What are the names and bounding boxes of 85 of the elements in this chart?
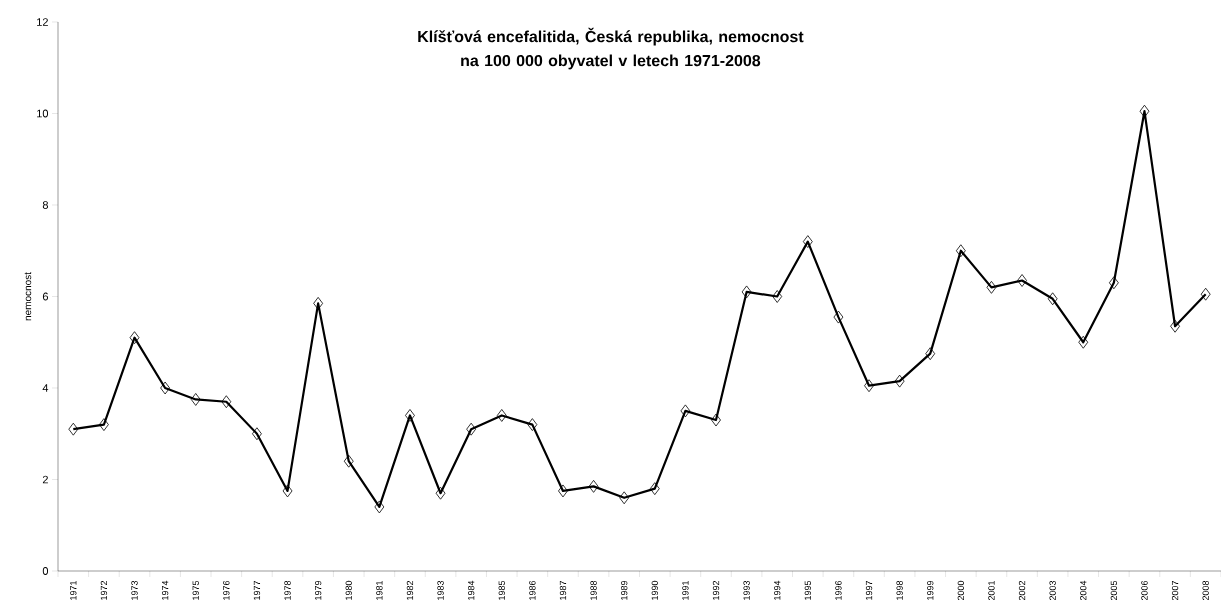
point [343, 454, 354, 468]
x-tick-label: 2004 [1080, 580, 1087, 601]
point [435, 486, 446, 500]
point [680, 404, 691, 418]
x-tick-label: 1974 [161, 580, 169, 600]
point [1078, 335, 1089, 349]
point [894, 374, 905, 388]
x-tick-label: 1986 [529, 580, 536, 600]
x-tick-label: 1993 [743, 580, 750, 600]
point [282, 484, 293, 498]
y-tick-label: 10 [37, 109, 49, 118]
x-tick-label: 1994 [774, 580, 781, 600]
point [496, 409, 507, 422]
x-tick-label: 2002 [1018, 580, 1026, 601]
x-tick-label: 1977 [253, 580, 261, 600]
point [405, 409, 415, 422]
point [1047, 292, 1058, 306]
y-axis-title: nemocnost [24, 272, 32, 321]
x-tick-label: 1976 [223, 580, 230, 600]
x-tick-label: 1980 [345, 580, 352, 600]
x-tick-label: 1985 [498, 580, 505, 600]
x-tick-label: 1991 [682, 580, 689, 600]
text: Klíšťová encefalitida, Česká republika, nemocnost na 100 000 obyvatel v letech 1971-2008 [418, 27, 804, 70]
point [772, 290, 783, 303]
point [1170, 319, 1180, 333]
x-tick-label: 1979 [314, 580, 322, 600]
y-tick-label: 2 [42, 475, 48, 484]
x-tick-label: 1984 [467, 580, 475, 600]
x-tick-label: 1973 [131, 580, 138, 600]
x-tick-label: 1989 [621, 580, 628, 600]
point [160, 381, 171, 395]
point [955, 244, 966, 258]
point [252, 427, 262, 441]
x-tick-label: 1971 [70, 580, 77, 600]
point [833, 310, 844, 324]
x-tick-label: 1972 [100, 580, 108, 600]
x-tick-label: 1999 [927, 580, 934, 600]
point [527, 418, 538, 431]
y-tick-label: 12 [37, 18, 48, 26]
y-tick-label: 4 [42, 384, 49, 392]
x-tick-label: 1981 [376, 580, 383, 600]
y-tick-label: 0 [42, 567, 49, 575]
point [986, 280, 997, 294]
point [129, 331, 140, 345]
point [313, 296, 324, 310]
x-tick-label: 1995 [804, 580, 811, 600]
y-tick-label: 8 [42, 201, 48, 209]
x-tick-label: 1988 [590, 580, 597, 600]
point [711, 413, 721, 427]
y-tick-label: 6 [42, 292, 48, 301]
x-tick-label: 1997 [865, 580, 873, 600]
point [68, 422, 79, 436]
point [1017, 274, 1027, 287]
x-tick-label: 1982 [406, 580, 414, 600]
x-tick-label: 2007 [1171, 580, 1179, 601]
point [741, 285, 752, 299]
point [558, 484, 568, 498]
point [466, 422, 477, 436]
x-tick-label: 1996 [835, 580, 842, 600]
x-tick-label: 2005 [1110, 580, 1118, 601]
point [190, 393, 201, 406]
x-tick-label: 1992 [712, 580, 720, 600]
point [99, 418, 109, 431]
point [374, 500, 385, 514]
point [925, 347, 936, 361]
x-tick-label: 2001 [988, 580, 995, 601]
point [802, 235, 813, 248]
x-tick-label: 2000 [957, 580, 965, 601]
point [1200, 287, 1211, 301]
x-tick-label: 1975 [192, 580, 199, 600]
x-tick-label: 1990 [651, 580, 658, 600]
point [1108, 276, 1119, 290]
point [619, 491, 630, 505]
x-tick-label: 2006 [1141, 580, 1148, 601]
point [864, 379, 874, 393]
x-tick-label: 1987 [559, 580, 567, 600]
point [588, 479, 599, 493]
point [221, 395, 232, 409]
point [1139, 104, 1150, 118]
x-tick-label: 1998 [896, 580, 903, 600]
x-tick-label: 1978 [284, 580, 291, 600]
x-tick-label: 1983 [437, 580, 444, 600]
x-tick-label: 2003 [1049, 580, 1056, 601]
x-tick-label: 2008 [1202, 580, 1209, 601]
point [649, 482, 660, 496]
